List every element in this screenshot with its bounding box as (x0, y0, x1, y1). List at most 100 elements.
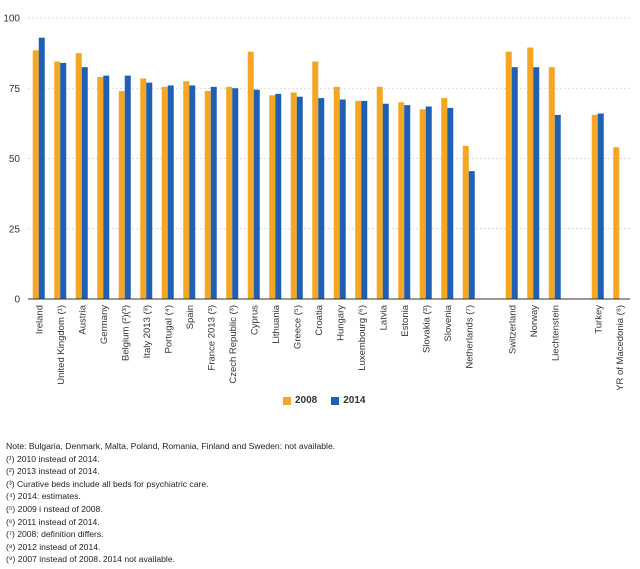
bar-2008 (548, 67, 555, 299)
y-tick-label: 75 (9, 84, 21, 95)
bar-2014 (382, 103, 389, 299)
bar-2014 (511, 67, 518, 299)
y-tick-label: 0 (14, 295, 20, 306)
bar-2014 (124, 75, 131, 299)
bar-2008 (613, 147, 620, 299)
bar-2014 (232, 88, 239, 299)
bar-2008 (204, 91, 211, 299)
bar-2008 (441, 98, 448, 300)
x-category-label: Greece (⁵) (292, 305, 303, 349)
x-category-label: Portugal (⁴) (163, 305, 174, 353)
x-category-label: Austria (77, 304, 88, 334)
bar-2014 (210, 86, 217, 299)
bar-2008 (75, 53, 82, 299)
footnote: (⁵) 2009 i nstead of 2008. (6, 503, 103, 514)
legend-item-2008: 2008 (283, 395, 317, 406)
bar-2008 (247, 51, 254, 299)
bar-2014 (81, 67, 88, 299)
bar-2008 (183, 81, 190, 299)
bar-2008 (97, 77, 104, 299)
x-category-label: FYR of Macedonia (⁸) (615, 305, 626, 390)
bar-2008 (355, 100, 362, 300)
bar-2014 (38, 37, 45, 300)
bar-2008 (118, 91, 125, 299)
x-category-label: Germany (99, 305, 110, 344)
bar-2014 (146, 82, 153, 299)
x-category-label: Belgium (²)(³) (120, 305, 131, 361)
bar-2008 (376, 86, 383, 299)
gridlines (28, 17, 630, 230)
bar-2008 (333, 86, 340, 299)
footnote: (⁷) 2008: definition differs. (6, 529, 104, 540)
x-category-label: Netherlands (⁷) (464, 305, 475, 369)
legend-swatch-2008 (283, 396, 291, 405)
bar-2014 (275, 93, 282, 300)
y-tick-label: 25 (9, 224, 21, 235)
bar-2008 (32, 50, 39, 299)
bar-2008 (161, 86, 168, 299)
bar-2008 (269, 95, 276, 300)
x-category-label: Ireland (34, 305, 45, 334)
y-tick-label: 50 (9, 154, 21, 165)
x-category-label: Croatia (314, 304, 325, 335)
bar-2008 (398, 102, 405, 299)
bar-2008 (312, 61, 319, 300)
footnote: (⁸) 2012 instead of 2014. (6, 541, 101, 552)
bar-chart: 0 25 50 75 100 Ireland United Kingdom (¹) Aust… (3, 14, 630, 390)
bar-2014 (103, 75, 110, 299)
bar-2014 (447, 107, 454, 299)
x-category-label: Estonia (400, 304, 411, 336)
x-category-label: Cyprus (249, 305, 260, 335)
footnote: (²) 2013 instead of 2014. (6, 466, 100, 477)
footnote: Note: Bulgaria, Denmark, Malta, Poland, … (6, 441, 336, 451)
bar-2008 (419, 109, 426, 299)
x-category-label: Slovakia (³) (421, 305, 432, 353)
x-category-label: Italy 2013 (³) (142, 305, 153, 358)
bar-2014 (554, 114, 561, 299)
bar-2014 (296, 96, 303, 300)
bar-2014 (404, 105, 411, 299)
legend: 2008 2014 (283, 395, 366, 406)
bar-2014 (339, 99, 346, 300)
legend-item-2014: 2014 (331, 395, 366, 406)
bar-2014 (597, 113, 604, 299)
x-category-label: Spain (185, 305, 196, 329)
y-tick-label: 100 (3, 14, 20, 25)
bar-2008 (462, 145, 469, 299)
bar-2014 (189, 85, 196, 299)
bar-2014 (253, 89, 260, 299)
footnotes: Note: Bulgaria, Denmark, Malta, Poland, … (6, 440, 335, 566)
x-category-label: Slovenia (443, 304, 454, 341)
x-category-label: France 2013 (³) (206, 305, 217, 370)
x-category-label: Czech Republic (³) (228, 305, 239, 384)
footnote: (⁹) 2007 instead of 2008. 2014 not avail… (6, 554, 175, 565)
x-category-label: Norway (529, 305, 540, 337)
bars (32, 37, 620, 300)
x-category-label: Liechtenstein (550, 305, 561, 361)
bar-2008 (54, 61, 61, 300)
bar-2008 (290, 92, 297, 299)
x-category-label: Switzerland (507, 305, 518, 354)
y-axis-ticks: 0 25 50 75 100 (3, 14, 20, 306)
footnote: (⁶) 2011 instead of 2014. (6, 516, 100, 527)
footnote: (³) Curative beds include all beds for p… (6, 478, 209, 489)
x-axis-labels: Ireland United Kingdom (¹) Austria Germany B… (34, 304, 626, 390)
legend-label-2014: 2014 (343, 395, 366, 406)
bar-2008 (226, 86, 233, 299)
x-category-label: Latvia (378, 304, 389, 330)
bar-2008 (505, 51, 512, 299)
bar-2014 (60, 62, 67, 300)
footnote: (⁴) 2014: estimates. (6, 491, 81, 502)
bar-2014 (361, 100, 368, 300)
bar-2014 (167, 85, 174, 299)
bar-2008 (591, 114, 598, 299)
bar-2014 (318, 98, 325, 300)
legend-label-2008: 2008 (295, 395, 318, 406)
x-category-label: Turkey (593, 305, 604, 334)
x-category-label: United Kingdom (¹) (56, 305, 67, 385)
legend-swatch-2014 (331, 396, 340, 405)
bar-2008 (140, 78, 147, 299)
bar-2014 (533, 67, 540, 299)
x-category-label: Hungary (335, 305, 346, 341)
bar-2014 (468, 171, 475, 299)
